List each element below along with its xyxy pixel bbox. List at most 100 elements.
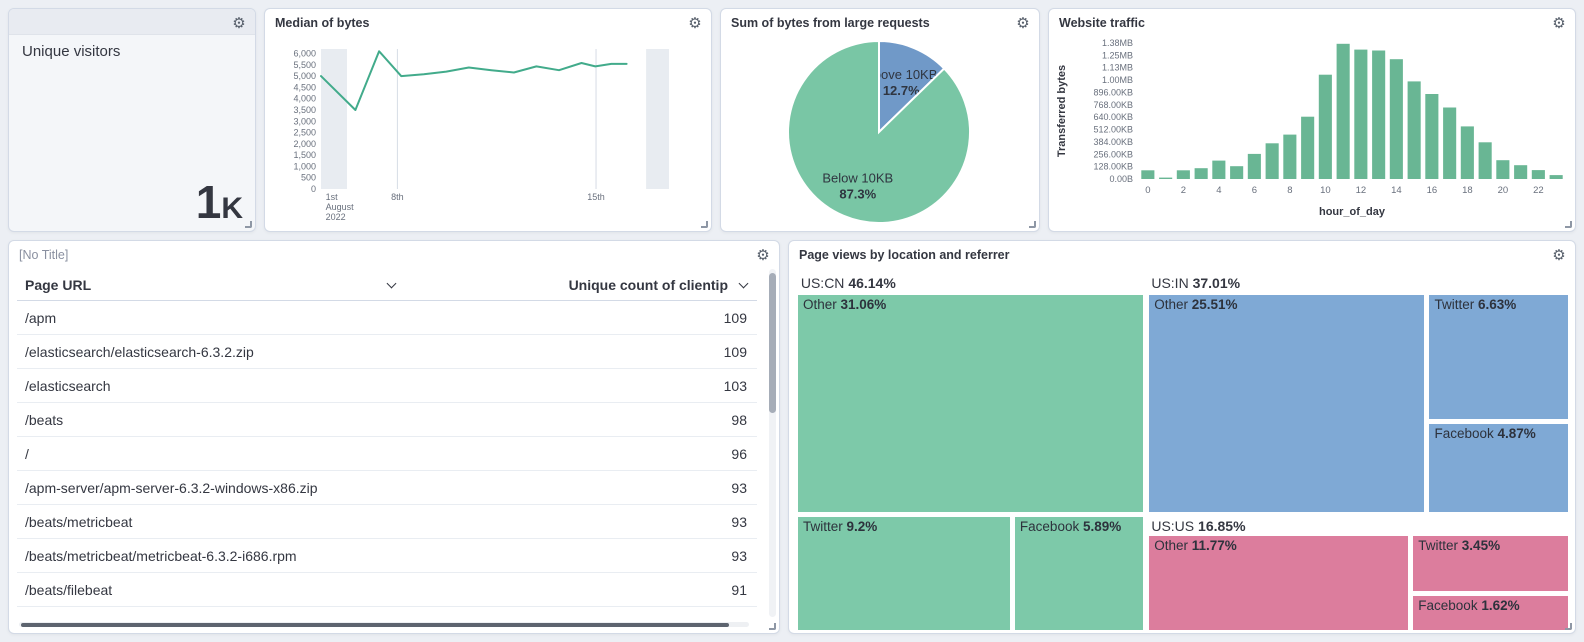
table-row[interactable]: /beats/metricbeat/metricbeat-6.3.2-i686.… bbox=[17, 539, 757, 573]
cell-unique-count: 91 bbox=[731, 581, 747, 598]
panel-title: Median of bytes bbox=[275, 16, 370, 30]
cell-unique-count: 93 bbox=[731, 513, 747, 530]
treemap-cell-label: Twitter 3.45% bbox=[1418, 538, 1501, 554]
x-axis-tick-label: 16 bbox=[1427, 185, 1438, 196]
bar[interactable] bbox=[1549, 175, 1563, 179]
line-series[interactable] bbox=[320, 50, 628, 111]
panel-settings-button[interactable]: ⚙ bbox=[1548, 244, 1570, 266]
table-row[interactable]: / 96 bbox=[17, 437, 757, 471]
resize-handle[interactable] bbox=[769, 623, 776, 630]
y-axis-tick-label: 2,500 bbox=[293, 128, 316, 138]
bar[interactable] bbox=[1496, 160, 1510, 179]
cell-page-url: /apm-server/apm-server-6.3.2-windows-x86… bbox=[25, 479, 318, 496]
y-axis-tick-label: 256.00KB bbox=[1093, 149, 1133, 159]
x-axis-tick-label: 20 bbox=[1498, 185, 1509, 196]
treemap-cell[interactable]: Twitter 6.63% bbox=[1428, 293, 1569, 420]
panel-settings-button[interactable]: ⚙ bbox=[752, 244, 774, 266]
y-axis-tick-label: 1.13MB bbox=[1102, 63, 1133, 73]
x-axis-tick-label: 12 bbox=[1356, 185, 1367, 196]
pie-slice[interactable] bbox=[787, 39, 972, 224]
table-row[interactable]: /elasticsearch 103 bbox=[17, 369, 757, 403]
treemap-cell[interactable]: Twitter 3.45% bbox=[1412, 535, 1569, 592]
table-row[interactable]: /beats 98 bbox=[17, 403, 757, 437]
resize-handle[interactable] bbox=[1029, 221, 1036, 228]
table-row[interactable]: /apm-server/apm-server-6.3.2-windows-x86… bbox=[17, 471, 757, 505]
treemap-cell-label: Facebook 5.89% bbox=[1019, 518, 1122, 534]
bar[interactable] bbox=[1514, 165, 1528, 179]
bar[interactable] bbox=[1336, 43, 1350, 179]
sort-down-icon[interactable] bbox=[738, 278, 749, 288]
table-row[interactable]: /apm 109 bbox=[17, 301, 757, 335]
vertical-scrollbar[interactable] bbox=[769, 269, 776, 617]
table-row[interactable]: /beats/filebeat 91 bbox=[17, 573, 757, 607]
x-axis-tick-label: 8th bbox=[391, 192, 404, 202]
bar[interactable] bbox=[1141, 170, 1155, 179]
bar[interactable] bbox=[1443, 107, 1457, 180]
y-axis-tick-label: 2,000 bbox=[293, 139, 316, 149]
panel-settings-button[interactable]: ⚙ bbox=[1012, 12, 1034, 34]
partial-data-band bbox=[321, 49, 347, 189]
cell-unique-count: 93 bbox=[731, 547, 747, 564]
treemap-cell[interactable]: Other 25.51% bbox=[1148, 293, 1426, 513]
bar[interactable] bbox=[1212, 160, 1226, 179]
bar[interactable] bbox=[1301, 116, 1315, 179]
resize-handle[interactable] bbox=[1565, 221, 1572, 228]
treemap-group-label: US:US 16.85% bbox=[1151, 517, 1246, 534]
panel-drag-header[interactable] bbox=[9, 9, 255, 35]
column-header-label: Unique count of clientip bbox=[568, 276, 728, 293]
panel-settings-button[interactable]: ⚙ bbox=[684, 12, 706, 34]
column-header-unique-count[interactable]: Unique count of clientip bbox=[395, 277, 757, 293]
bar[interactable] bbox=[1407, 81, 1421, 179]
bar[interactable] bbox=[1265, 143, 1279, 179]
resize-handle[interactable] bbox=[701, 221, 708, 228]
bar[interactable] bbox=[1230, 166, 1244, 179]
resize-handle[interactable] bbox=[245, 221, 252, 228]
bar[interactable] bbox=[1176, 170, 1190, 179]
treemap-cell[interactable]: Other 11.77% bbox=[1148, 535, 1410, 631]
panel-title: Website traffic bbox=[1059, 16, 1145, 30]
bar[interactable] bbox=[1478, 142, 1492, 179]
table-row[interactable]: /beats/metricbeat 93 bbox=[17, 505, 757, 539]
bar[interactable] bbox=[1318, 74, 1332, 179]
treemap-cell-label: Facebook 1.62% bbox=[1418, 597, 1520, 613]
bar[interactable] bbox=[1194, 168, 1208, 179]
bar[interactable] bbox=[1283, 134, 1297, 179]
bar[interactable] bbox=[1425, 94, 1439, 179]
column-header-page-url[interactable]: Page URL bbox=[17, 276, 397, 293]
bar[interactable] bbox=[1247, 153, 1261, 179]
cell-page-url: /beats/metricbeat bbox=[25, 513, 133, 530]
pie-slice[interactable] bbox=[878, 39, 946, 135]
treemap-cell[interactable]: Facebook 4.87% bbox=[1428, 422, 1569, 513]
y-axis-tick-label: 0.00B bbox=[1109, 174, 1133, 184]
pie-slice-label: Below 10KB 87.3% bbox=[822, 170, 893, 201]
treemap-cell-label: Twitter 9.2% bbox=[803, 518, 878, 534]
x-axis-tick-label: 14 bbox=[1391, 185, 1402, 196]
panel-settings-button[interactable]: ⚙ bbox=[1548, 12, 1570, 34]
panel-sum-of-bytes-large-requests: Sum of bytes from large requests ⚙ Above… bbox=[720, 8, 1040, 232]
bar-chart: 1.38MB 1.25MB 1.13MB 1.00MB 896.00KB 768.00KB… bbox=[1056, 38, 1563, 218]
bar[interactable] bbox=[1531, 170, 1545, 179]
column-header-label: Page URL bbox=[25, 276, 92, 293]
table-row[interactable]: /elasticsearch/elasticsearch-6.3.2.zip 10… bbox=[17, 335, 757, 369]
treemap-group-label: US:IN 37.01% bbox=[1151, 275, 1241, 291]
metric-value-suffix: K bbox=[221, 192, 243, 225]
bar[interactable] bbox=[1372, 50, 1386, 180]
bar[interactable] bbox=[1389, 59, 1403, 180]
treemap-cell[interactable]: Facebook 5.89% bbox=[1013, 515, 1144, 631]
panel-settings-button[interactable]: ⚙ bbox=[228, 12, 250, 34]
vertical-scrollbar-thumb[interactable] bbox=[769, 273, 776, 413]
bar[interactable] bbox=[1354, 49, 1368, 179]
bar[interactable] bbox=[1159, 177, 1173, 179]
treemap-cell-label: Other 31.06% bbox=[803, 296, 887, 312]
horizontal-scrollbar[interactable] bbox=[19, 622, 749, 627]
treemap-cell[interactable]: Facebook 1.62% bbox=[1412, 594, 1569, 631]
x-axis-tick-label: 2 bbox=[1181, 185, 1186, 196]
resize-handle[interactable] bbox=[1565, 623, 1572, 630]
treemap-cell[interactable]: Other 31.06% bbox=[797, 293, 1144, 513]
y-axis-tick-label: 4,500 bbox=[293, 82, 316, 92]
treemap-cell[interactable]: Twitter 9.2% bbox=[797, 515, 1011, 631]
bar[interactable] bbox=[1460, 126, 1474, 179]
horizontal-scrollbar-thumb[interactable] bbox=[21, 622, 730, 627]
cell-page-url: /beats bbox=[25, 411, 64, 428]
y-axis-tick-label: 5,500 bbox=[293, 60, 316, 70]
